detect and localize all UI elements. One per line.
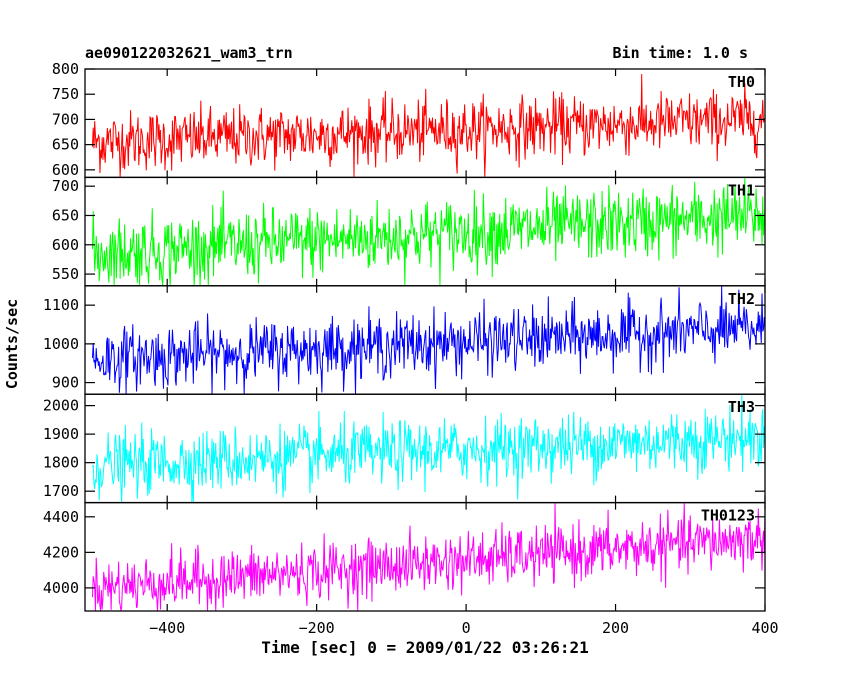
y-tick-label: 800 <box>52 60 79 78</box>
y-tick-label: 600 <box>52 161 79 179</box>
y-axis-label: Counts/sec <box>3 298 21 390</box>
series-label-th0123: TH0123 <box>701 507 755 525</box>
y-tick-label: 2000 <box>43 397 79 415</box>
x-tick-label: 200 <box>602 619 629 637</box>
bin-time-label: Bin time: 1.0 s <box>612 44 748 62</box>
series-line-th0 <box>91 74 766 177</box>
y-tick-label: 1700 <box>43 482 79 500</box>
series-label-th0: TH0 <box>728 73 755 91</box>
panel-frame-th0 <box>84 68 766 179</box>
y-tick-label: 650 <box>52 206 79 224</box>
y-tick-label: 750 <box>52 85 79 103</box>
x-tick-label: −400 <box>149 619 185 637</box>
y-tick-label: 1000 <box>43 335 79 353</box>
y-tick-label: 4000 <box>43 579 79 597</box>
y-tick-label: 900 <box>52 374 79 392</box>
series-label-th3: TH3 <box>728 398 755 416</box>
y-tick-label: 1800 <box>43 454 79 472</box>
y-tick-label: 650 <box>52 136 79 154</box>
chart-title: ae090122032621_wam3_trn <box>85 44 293 62</box>
series-line-th0123 <box>91 502 766 611</box>
series-line-th1 <box>91 177 766 286</box>
y-tick-label: 600 <box>52 236 79 254</box>
y-tick-label: 700 <box>52 177 79 195</box>
y-tick-label: 4200 <box>43 543 79 561</box>
series-label-th1: TH1 <box>728 181 755 199</box>
x-tick-label: −200 <box>299 619 335 637</box>
panel-frame-th0123 <box>84 501 766 612</box>
x-tick-label: 0 <box>462 619 471 637</box>
series-line-th3 <box>92 394 766 503</box>
y-tick-label: 4400 <box>43 508 79 526</box>
y-tick-label: 1100 <box>43 296 79 314</box>
series-line-th2 <box>91 285 766 394</box>
y-tick-label: 1900 <box>43 425 79 443</box>
series-label-th2: TH2 <box>728 290 755 308</box>
y-tick-label: 700 <box>52 110 79 128</box>
x-tick-label: 400 <box>751 619 778 637</box>
y-tick-label: 550 <box>52 265 79 283</box>
x-axis-label: Time [sec] 0 = 2009/01/22 03:26:21 <box>261 638 589 657</box>
